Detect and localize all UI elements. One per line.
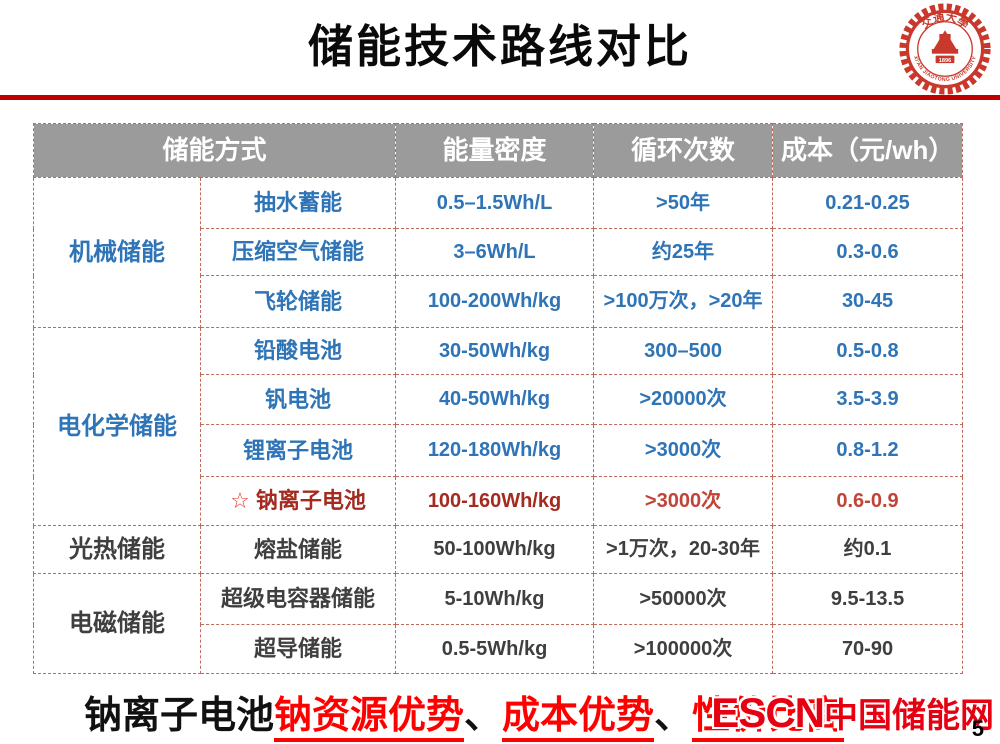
category-solar-thermal: 光热储能 <box>33 525 201 574</box>
title-divider <box>0 95 1000 100</box>
table-row-sodium-ion-highlight: ☆ 钠离子电池 100-160Wh/kg >3000次 0.6-0.9 <box>34 476 964 526</box>
cell-density: 50-100Wh/kg <box>395 525 595 574</box>
storage-comparison-table: 储能方式 能量密度 循环次数 成本（元/wh） 机械储能 抽水蓄能 0.5–1.… <box>32 123 964 674</box>
cell-density: 120-180Wh/kg <box>395 424 595 477</box>
cell-cycles: >50年 <box>593 177 774 229</box>
cell-cost: 30-45 <box>772 275 964 328</box>
table-header-row: 储能方式 能量密度 循环次数 成本（元/wh） <box>32 123 964 178</box>
cell-cost: 0.5-0.8 <box>772 327 964 375</box>
table-row: 机械储能 抽水蓄能 0.5–1.5Wh/L >50年 0.21-0.25 <box>33 177 964 328</box>
cell-cost: 0.21-0.25 <box>772 177 964 229</box>
cell-type: 锂离子电池 <box>199 424 397 477</box>
cell-type: 超级电容器储能 <box>199 573 397 625</box>
cell-density: 100-200Wh/kg <box>395 275 595 328</box>
cell-cost: 约0.1 <box>772 525 964 574</box>
cell-cost: 0.3-0.6 <box>772 228 964 276</box>
cell-cost: 0.6-0.9 <box>772 476 964 526</box>
table-row: 电磁储能 超级电容器储能 5-10Wh/kg >50000次 9.5-13.5 <box>33 573 964 674</box>
table-row: 锂离子电池 120-180Wh/kg >3000次 0.8-1.2 <box>34 424 964 477</box>
cell-type-sodium: ☆ 钠离子电池 <box>199 476 397 526</box>
category-electrochemical: 电化学储能 <box>33 327 201 526</box>
cell-cycles: >3000次 <box>593 476 774 526</box>
table-row: 电化学储能 铅酸电池 30-50Wh/kg 300–500 0.5-0.8 <box>33 327 964 526</box>
cell-type: 熔盐储能 <box>199 525 397 574</box>
cell-density: 30-50Wh/kg <box>395 327 595 375</box>
cell-cycles: >3000次 <box>593 424 774 477</box>
cell-cycles: >50000次 <box>593 573 774 625</box>
cell-type: 抽水蓄能 <box>199 177 397 229</box>
cell-density: 40-50Wh/kg <box>395 374 595 425</box>
university-logo: 交通大學 1896 XI'AN JIAOTONG UNIVERSITY <box>898 2 992 96</box>
table-row: 光热储能 熔盐储能 50-100Wh/kg >1万次，20-30年 约0.1 <box>33 525 964 574</box>
category-mechanical: 机械储能 <box>33 177 201 328</box>
cell-type: 铅酸电池 <box>199 327 397 375</box>
highlight-cost-advantage: 成本优势 <box>502 695 655 742</box>
cell-density: 5-10Wh/kg <box>395 573 595 625</box>
cell-cycles: >20000次 <box>593 374 774 425</box>
cell-cost: 70-90 <box>772 624 964 674</box>
highlight-cost-performance: 性价比高 <box>692 695 845 742</box>
university-seal-icon: 交通大學 1896 XI'AN JIAOTONG UNIVERSITY <box>899 3 991 95</box>
cell-type: 超导储能 <box>199 624 397 674</box>
cell-density: 0.5-5Wh/kg <box>395 624 595 674</box>
page-title: 储能技术路线对比 <box>307 21 692 72</box>
cell-type: 飞轮储能 <box>199 275 397 328</box>
escn-watermark: ESCN中国储能网 <box>711 688 994 737</box>
seal-year: 1896 <box>939 58 952 64</box>
page-number: 5 <box>971 716 984 741</box>
table-row: 压缩空气储能 3–6Wh/L 约25年 0.3-0.6 <box>34 228 964 276</box>
cell-cycles: >100万次，>20年 <box>593 275 774 328</box>
cell-cost: 3.5-3.9 <box>772 374 964 425</box>
escn-cn-text: 中国储能网 <box>824 697 994 735</box>
conclusion-text: 钠离子电池钠资源优势、成本优势、性价比高 <box>84 684 845 742</box>
star-icon: ☆ <box>230 488 250 514</box>
cell-density: 3–6Wh/L <box>395 228 595 276</box>
cell-cost: 9.5-13.5 <box>772 573 964 625</box>
cell-density: 100-160Wh/kg <box>395 476 595 526</box>
cell-cycles: >1万次，20-30年 <box>593 525 774 574</box>
conclusion-prefix: 钠离子电池 <box>84 695 275 737</box>
cell-type: 钒电池 <box>199 374 397 425</box>
header-cost: 成本（元/wh） <box>772 123 964 178</box>
cell-cycles: 300–500 <box>593 327 774 375</box>
header-energy-density: 能量密度 <box>395 123 595 178</box>
cell-type: 压缩空气储能 <box>199 228 397 276</box>
cell-cost: 0.8-1.2 <box>772 424 964 477</box>
escn-logo-text: ESCN <box>711 689 825 736</box>
cell-cycles: >100000次 <box>593 624 774 674</box>
header-cycle-count: 循环次数 <box>593 123 774 178</box>
cell-density: 0.5–1.5Wh/L <box>395 177 595 229</box>
table-row: 超导储能 0.5-5Wh/kg >100000次 70-90 <box>34 624 964 674</box>
header-storage-method: 储能方式 <box>32 123 397 178</box>
highlight-sodium-resource: 钠资源优势 <box>274 695 465 742</box>
cell-cycles: 约25年 <box>593 228 774 276</box>
seal-emblem <box>931 30 959 64</box>
category-electromagnetic: 电磁储能 <box>33 573 201 674</box>
